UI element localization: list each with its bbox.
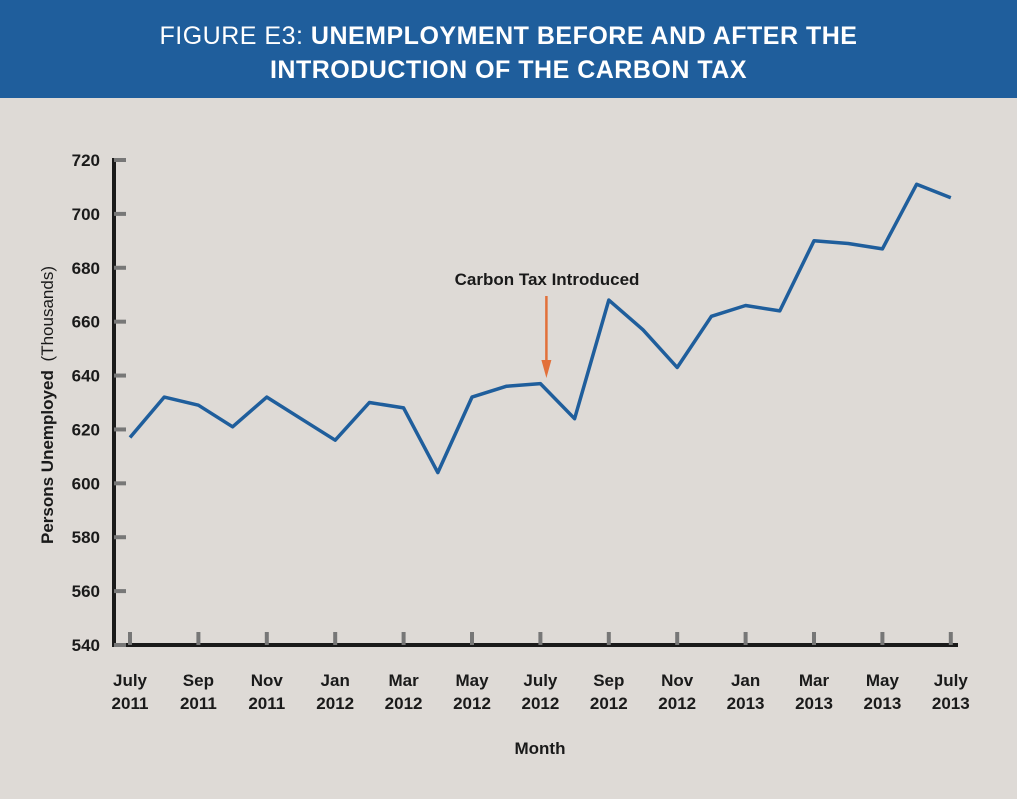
x-tick-label-month: July xyxy=(113,671,148,690)
x-tick-label-month: Nov xyxy=(661,671,694,690)
x-tick-label-month: Mar xyxy=(388,671,419,690)
x-tick-label-year: 2012 xyxy=(521,694,559,713)
x-tick-label-year: 2011 xyxy=(180,694,217,713)
figure-title-line-1: FIGURE E3: UNEMPLOYMENT BEFORE AND AFTER… xyxy=(0,22,1017,51)
y-tick-label: 700 xyxy=(72,205,100,224)
x-tick-label-month: Sep xyxy=(183,671,214,690)
x-tick-label-month: Mar xyxy=(799,671,830,690)
x-tick-label-year: 2011 xyxy=(112,694,149,713)
x-tick-label-month: July xyxy=(523,671,558,690)
x-tick-label-year: 2012 xyxy=(385,694,423,713)
x-tick-label-year: 2013 xyxy=(863,694,901,713)
annotation-label: Carbon Tax Introduced xyxy=(455,270,640,289)
figure-title-line-2: INTRODUCTION OF THE CARBON TAX xyxy=(269,56,747,84)
y-axis-title: Persons Unemployed (Thousands) xyxy=(38,266,57,544)
x-axis-title: Month xyxy=(515,739,566,758)
x-tick-label-month: Jan xyxy=(321,671,350,690)
y-tick-label: 660 xyxy=(72,313,100,332)
y-tick-label: 580 xyxy=(72,528,100,547)
y-tick-label: 560 xyxy=(72,582,100,601)
x-tick-label-month: Sep xyxy=(593,671,624,690)
x-tick-label-year: 2011 xyxy=(248,694,285,713)
figure-header: FIGURE E3: UNEMPLOYMENT BEFORE AND AFTER… xyxy=(0,0,1017,98)
y-axis-title-units: (Thousands) xyxy=(38,266,57,361)
carbon-tax-annotation: Carbon Tax Introduced xyxy=(455,270,640,378)
chart-axes xyxy=(112,158,958,647)
y-axis-ticks: 540 560 580 600 620 640 660 680 700 720 xyxy=(72,151,126,655)
y-tick-label: 600 xyxy=(72,474,100,493)
x-tick-label-month: May xyxy=(866,671,900,690)
x-tick-label-year: 2013 xyxy=(795,694,833,713)
x-tick-label-year: 2013 xyxy=(932,694,970,713)
figure-label: FIGURE E3: xyxy=(159,22,304,50)
y-axis-title-bold: Persons Unemployed xyxy=(38,370,57,544)
x-tick-label-year: 2012 xyxy=(453,694,491,713)
figure-title-part-1: UNEMPLOYMENT BEFORE AND AFTER THE xyxy=(310,22,858,50)
annotation-arrow-head xyxy=(541,360,552,378)
y-tick-label: 640 xyxy=(72,367,100,386)
x-tick-label-month: Jan xyxy=(731,671,760,690)
x-tick-label-month: Nov xyxy=(251,671,284,690)
x-tick-label-year: 2013 xyxy=(727,694,765,713)
y-tick-label: 620 xyxy=(72,420,100,439)
x-tick-label-month: May xyxy=(455,671,489,690)
x-tick-label-month: July xyxy=(934,671,969,690)
x-tick-label-year: 2012 xyxy=(658,694,696,713)
x-tick-label-year: 2012 xyxy=(316,694,354,713)
y-tick-label: 540 xyxy=(72,636,100,655)
y-tick-label: 720 xyxy=(72,151,100,170)
x-tick-label-year: 2012 xyxy=(590,694,628,713)
x-axis-ticks: July 2011 Sep 2011 Nov 2011 Jan 2012 Mar 2012 May 2… xyxy=(112,632,970,713)
unemployment-series-line xyxy=(128,182,952,475)
y-tick-label: 680 xyxy=(72,259,100,278)
